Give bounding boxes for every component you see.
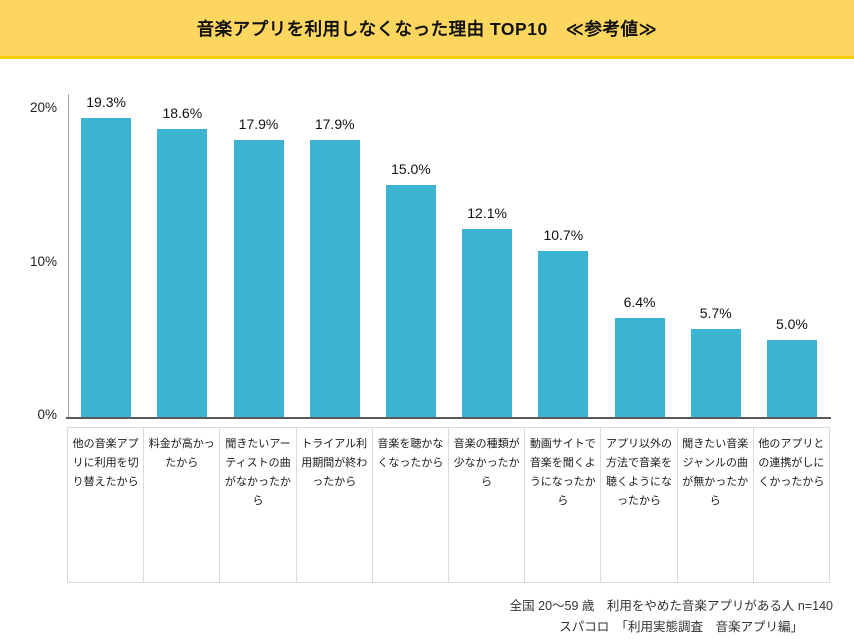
bar-slot: 10.7%	[525, 0, 601, 417]
bar-slot: 18.6%	[144, 0, 220, 417]
bars-container: 19.3% 18.6% 17.9% 17.9% 15.0% 12.1% 10.7% 6.4% 5…	[68, 0, 830, 417]
category-label: アプリ以外の方法で音楽を聴くようになったから	[601, 428, 678, 582]
bar	[538, 251, 589, 417]
bar-value-label: 6.4%	[623, 293, 656, 310]
chart-header: 音楽アプリを利用しなくなった理由 TOP10 ≪参考値≫	[0, 0, 854, 59]
bar	[614, 317, 665, 417]
category-label: トライアル利用期間が終わったから	[297, 428, 373, 582]
bar	[690, 328, 741, 417]
bar-value-label: 17.9%	[238, 115, 279, 132]
y-axis-tick-20: 20%	[29, 100, 57, 115]
category-label: 聞きたいアーティストの曲がなかったから	[220, 428, 297, 582]
bar	[233, 139, 284, 417]
bar	[385, 184, 436, 417]
category-label-table: 他の音楽アプリに利用を切り替えたから 料金が高かったから 聞きたいアーティストの曲が…	[67, 427, 830, 583]
category-label: 料金が高かったから	[144, 428, 221, 582]
bar	[766, 339, 817, 417]
category-label: 聞きたい音楽ジャンルの曲が無かったから	[678, 428, 754, 582]
chart-title: 音楽アプリを利用しなくなった理由 TOP10 ≪参考値≫	[196, 18, 658, 39]
y-axis-tick-0: 0%	[37, 407, 57, 422]
bar-slot: 17.9%	[220, 0, 296, 417]
bar-value-label: 17.9%	[314, 115, 355, 132]
bar-value-label: 5.7%	[699, 304, 732, 321]
bar	[309, 139, 360, 417]
category-label: 他のアプリとの連携がしにくかったから	[758, 438, 825, 488]
bar-value-label: 19.3%	[86, 93, 126, 110]
sample-note: 全国 20〜59 歳 利用をやめた音楽アプリがある人 n=140	[509, 599, 833, 613]
bar-slot: 12.1%	[449, 0, 525, 417]
bar-value-label: 12.1%	[467, 205, 507, 222]
bar-value-label: 5.0%	[775, 315, 808, 332]
category-label: 他の音楽アプリに利用を切り替えたから	[68, 428, 145, 582]
bar-slot: 17.9%	[297, 0, 373, 417]
y-axis-tick-10: 10%	[29, 254, 57, 269]
bar-slot: 19.3%	[68, 0, 144, 417]
bar-slot: 15.0%	[373, 0, 449, 417]
source-note: 全国 20〜59 歳 利用をやめた音楽アプリがある人 n=140 スパコロ 「利…	[510, 596, 833, 638]
bar	[462, 229, 513, 417]
bar-slot: 5.0%	[754, 0, 830, 417]
bar-value-label: 15.0%	[391, 160, 431, 177]
y-axis-line	[68, 94, 69, 417]
category-label: 音楽の種類が少なかったから	[449, 428, 526, 582]
bar-value-label: 18.6%	[162, 104, 203, 121]
x-axis-line	[66, 417, 831, 419]
category-label: 音楽を聴かなくなったから	[373, 428, 450, 582]
bar-value-label: 10.7%	[543, 227, 584, 244]
source-line: スパコロ 「利用実態調査 音楽アプリ編」	[559, 620, 803, 634]
category-label: 動画サイトで音楽を聞くようになったから	[525, 428, 602, 582]
bar	[81, 117, 132, 417]
bar-slot: 6.4%	[601, 0, 677, 417]
bar-slot: 5.7%	[678, 0, 754, 417]
bar	[157, 128, 208, 417]
